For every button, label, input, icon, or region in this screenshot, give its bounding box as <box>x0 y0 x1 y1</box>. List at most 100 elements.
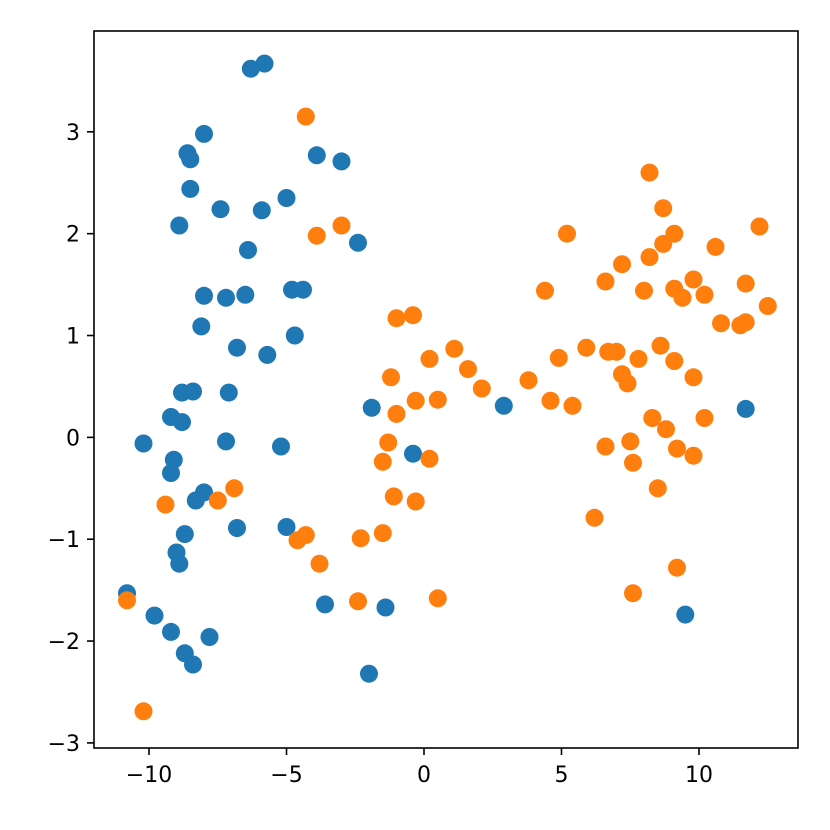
point-s0-24 <box>184 382 202 401</box>
y-tick-label-0: −3 <box>48 732 80 757</box>
point-s0-31 <box>134 434 153 453</box>
point-s1-6 <box>750 217 769 236</box>
point-s0-18 <box>294 280 312 299</box>
point-s0-40 <box>277 518 296 536</box>
point-s1-10 <box>640 248 659 267</box>
point-s0-22 <box>258 345 277 364</box>
point-s0-0 <box>241 59 260 78</box>
point-s1-14 <box>736 274 755 293</box>
point-s0-41 <box>175 525 194 544</box>
point-s1-69 <box>310 554 329 573</box>
point-s1-32 <box>629 349 648 368</box>
point-s0-6 <box>332 152 351 171</box>
point-s1-13 <box>684 270 703 289</box>
point-s1-5 <box>654 199 673 218</box>
point-s1-21 <box>387 309 406 328</box>
point-s0-16 <box>236 285 255 304</box>
point-s1-42 <box>387 404 406 423</box>
point-s1-74 <box>428 589 447 608</box>
point-s1-56 <box>420 449 439 468</box>
point-s0-39 <box>228 519 246 537</box>
point-s1-35 <box>459 360 477 379</box>
point-s0-10 <box>277 189 296 207</box>
point-s1-31 <box>549 348 568 367</box>
point-s0-12 <box>349 233 367 252</box>
x-tick-label-1: −5 <box>270 763 302 788</box>
point-s1-33 <box>420 349 439 368</box>
point-s1-64 <box>585 508 604 527</box>
point-s1-52 <box>596 437 615 456</box>
point-s1-59 <box>208 491 227 510</box>
point-s0-32 <box>217 432 235 451</box>
point-s0-49 <box>162 622 180 641</box>
point-s1-20 <box>758 297 777 315</box>
point-s0-25 <box>219 383 238 402</box>
point-s1-25 <box>712 314 730 333</box>
point-s0-13 <box>239 241 257 259</box>
point-s1-58 <box>156 495 175 514</box>
point-s1-71 <box>624 584 642 603</box>
point-s0-50 <box>200 628 219 646</box>
plot-frame <box>93 30 799 749</box>
point-s0-19 <box>192 317 211 336</box>
point-s0-28 <box>362 398 381 417</box>
point-s1-39 <box>519 371 538 390</box>
point-s1-38 <box>382 368 400 387</box>
point-s1-75 <box>134 702 153 721</box>
point-s1-28 <box>651 336 670 355</box>
point-s1-1 <box>640 163 659 182</box>
point-s1-61 <box>384 487 403 506</box>
point-s0-27 <box>173 413 191 432</box>
x-tick-label-4: 10 <box>685 763 713 788</box>
point-s1-63 <box>648 479 667 498</box>
point-s0-1 <box>255 54 274 73</box>
point-s1-27 <box>577 338 596 357</box>
point-s0-45 <box>316 595 334 614</box>
point-s1-41 <box>472 379 491 398</box>
x-tick-label-0: −10 <box>126 763 172 788</box>
point-s1-9 <box>706 237 725 256</box>
point-s0-14 <box>195 286 213 305</box>
point-s1-46 <box>563 396 582 415</box>
x-tick-label-2: 0 <box>417 763 431 788</box>
point-s1-43 <box>406 391 425 410</box>
point-s1-70 <box>668 558 686 577</box>
y-tick-label-6: 3 <box>66 121 80 146</box>
point-s1-4 <box>558 224 576 243</box>
point-s1-40 <box>618 374 637 393</box>
x-tick-label-3: 5 <box>555 763 569 788</box>
point-s1-55 <box>373 452 392 471</box>
point-s1-0 <box>296 107 315 126</box>
y-tick-label-5: 2 <box>66 223 80 248</box>
point-s0-2 <box>195 124 213 143</box>
point-s1-53 <box>668 439 686 458</box>
point-s0-9 <box>252 201 271 220</box>
y-tick-label-4: 1 <box>66 325 80 350</box>
x-axis: −10 −5 0 5 10 <box>126 748 713 788</box>
point-s1-30 <box>607 342 626 361</box>
point-s0-15 <box>217 288 235 307</box>
point-s0-33 <box>272 437 290 456</box>
point-s1-37 <box>684 368 703 387</box>
point-s1-72 <box>118 591 136 610</box>
point-s1-16 <box>635 281 653 300</box>
point-s0-20 <box>285 326 304 345</box>
y-tick-label-2: −1 <box>48 528 80 553</box>
point-s0-36 <box>162 464 180 482</box>
point-s0-53 <box>360 664 378 683</box>
points-layer <box>118 54 777 721</box>
point-s0-30 <box>736 399 755 418</box>
point-s1-11 <box>613 255 631 274</box>
point-s0-7 <box>181 179 200 198</box>
y-tick-label-3: 0 <box>66 426 80 451</box>
point-s1-26 <box>445 339 464 358</box>
point-s0-8 <box>211 200 230 219</box>
point-s1-24 <box>736 313 755 332</box>
point-s1-2 <box>332 216 351 235</box>
point-s1-50 <box>379 433 398 452</box>
point-s0-47 <box>676 605 695 624</box>
point-s0-43 <box>170 554 189 573</box>
point-s1-34 <box>665 352 684 370</box>
point-s1-49 <box>657 420 675 439</box>
point-s1-48 <box>695 409 714 427</box>
